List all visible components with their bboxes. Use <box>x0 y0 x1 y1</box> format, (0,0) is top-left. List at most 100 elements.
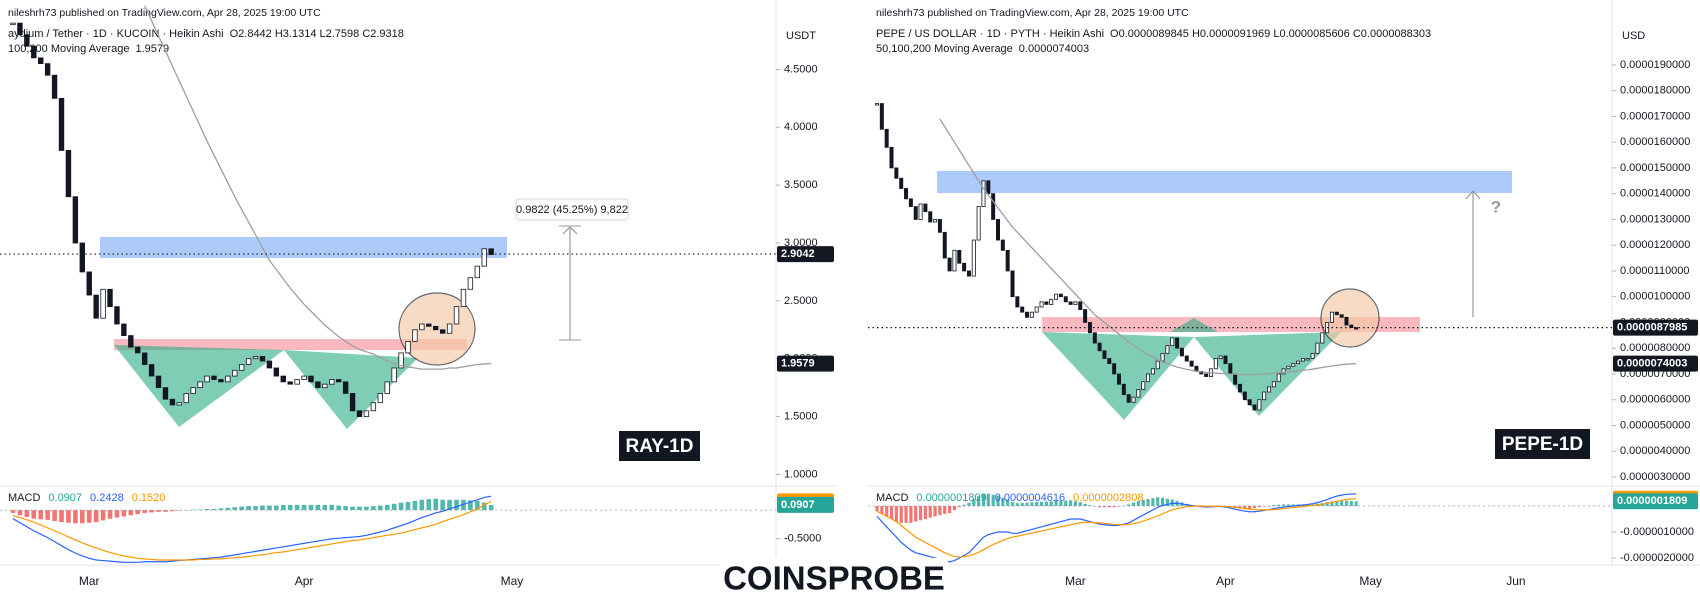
candle <box>894 167 899 179</box>
macd-histogram <box>1098 506 1102 508</box>
candle <box>204 375 210 383</box>
macd-histogram <box>447 499 452 511</box>
symbol-line: PEPE / US DOLLAR · 1D · PYTH · Heikin As… <box>876 28 1104 40</box>
macd-histogram <box>475 500 480 511</box>
candle <box>24 34 30 47</box>
macd-histogram <box>419 499 425 511</box>
signal-line <box>12 500 492 561</box>
candle <box>986 180 991 195</box>
macd-histogram <box>156 510 161 512</box>
candle <box>913 206 918 220</box>
macd-histogram <box>1243 506 1247 509</box>
y-tick-label: 0.0000160000 <box>1620 136 1690 148</box>
macd-histogram <box>1330 501 1334 507</box>
candle <box>176 402 183 406</box>
candle <box>384 381 390 394</box>
candle <box>218 379 224 383</box>
macd-histogram <box>86 510 92 523</box>
macd-histogram <box>468 500 473 511</box>
macd-histogram <box>1252 506 1257 509</box>
macd-histogram <box>977 496 981 507</box>
candle <box>308 375 314 383</box>
candle <box>474 265 481 279</box>
candle <box>107 288 113 308</box>
macd-histogram <box>1073 501 1078 507</box>
price-badge-label: 2.9042 <box>781 248 815 260</box>
macd-histogram <box>239 506 244 511</box>
ohlc-values: O2.8442 H3.1314 L2.7598 C2.9318 <box>230 28 404 40</box>
x-tick-label: Apr <box>295 574 314 588</box>
candle <box>947 257 952 272</box>
candle <box>981 180 986 207</box>
macd-histogram <box>322 504 328 511</box>
candle <box>904 188 909 200</box>
price-badge-label: 0.0000001809 <box>1617 495 1687 507</box>
macd-histogram <box>972 499 976 507</box>
candle <box>971 239 976 277</box>
macd-histogram <box>1064 500 1068 507</box>
macd-histogram <box>149 510 154 513</box>
candle <box>1083 309 1088 323</box>
candle <box>114 306 120 325</box>
macd-histogram <box>1335 500 1339 507</box>
candle <box>370 402 377 412</box>
candle <box>1320 332 1325 344</box>
macd-histogram <box>66 510 71 523</box>
y-tick-label: 3.5000 <box>784 179 818 191</box>
candle <box>363 410 370 417</box>
candle <box>1204 373 1209 377</box>
candle <box>1020 306 1025 313</box>
macd-histogram <box>412 500 418 511</box>
watermark-group: COINSPROBE <box>720 558 948 600</box>
x-tick-label: Mar <box>1065 574 1086 588</box>
macd-histogram <box>1146 498 1150 507</box>
candle <box>889 146 894 169</box>
moving-average <box>939 118 1357 376</box>
macd-histogram <box>405 502 411 511</box>
y-tick-label: 0.0000140000 <box>1620 188 1690 200</box>
publisher: nileshrh73 published on TradingView.com,… <box>8 7 321 19</box>
macd-title: MACD <box>8 492 40 504</box>
candle <box>1073 301 1078 305</box>
macd-legend-value: 0.1520 <box>132 492 166 504</box>
macd-histogram <box>218 508 224 511</box>
macd-histogram <box>1277 504 1281 507</box>
ohlc-values: O0.0000089845 H0.0000091969 L0.000008560… <box>1110 28 1431 40</box>
candle <box>1170 337 1175 347</box>
macd-histogram <box>343 506 348 511</box>
candle <box>1146 373 1151 383</box>
candle <box>1097 342 1102 352</box>
macd-histogram <box>454 499 459 511</box>
ma-legend: 100,200 Moving Average <box>8 43 130 55</box>
candle <box>1058 293 1063 298</box>
candle <box>1029 311 1034 318</box>
candle <box>1025 311 1030 318</box>
price-badge <box>1613 319 1698 336</box>
candle <box>329 379 335 385</box>
candle <box>1010 270 1015 298</box>
candle <box>259 355 266 362</box>
candle <box>1349 324 1354 329</box>
macd-histogram <box>377 505 383 511</box>
macd-histogram <box>1059 500 1063 507</box>
macd-histogram <box>1054 501 1058 507</box>
candle <box>1242 391 1247 401</box>
candle <box>1121 383 1126 395</box>
macd-histogram <box>38 510 44 520</box>
symbol-badge-text: PEPE-1D <box>1502 434 1583 455</box>
macd-histogram <box>24 510 30 517</box>
candle <box>952 249 957 272</box>
macd-histogram <box>938 506 942 516</box>
macd-histogram <box>1349 501 1353 507</box>
candle <box>412 329 418 342</box>
candle <box>1286 365 1291 370</box>
candle <box>976 206 981 241</box>
ma-legend-value: 0.0000074003 <box>1019 43 1089 55</box>
candle <box>1267 386 1272 393</box>
y-tick-label: 1.0000 <box>784 468 818 480</box>
candle <box>1281 368 1286 375</box>
macd-histogram <box>280 504 286 511</box>
price-badge-label: 0.0907 <box>781 499 815 511</box>
price-badge <box>777 246 834 263</box>
